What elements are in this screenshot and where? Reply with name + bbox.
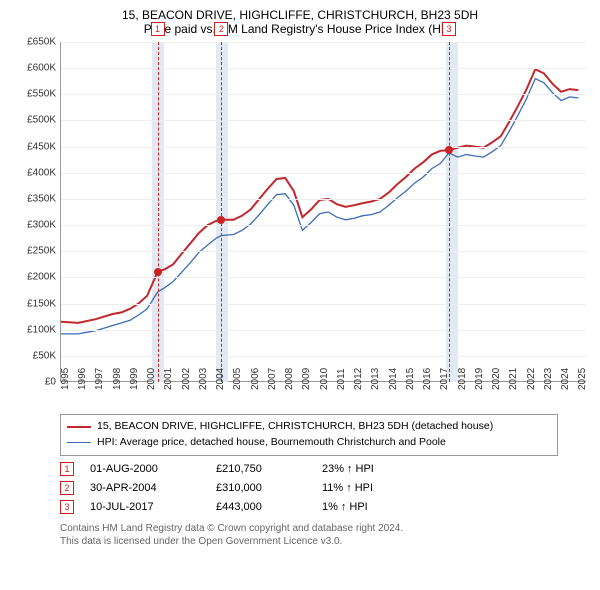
x-axis-label: 2009 xyxy=(301,368,312,390)
diff-suffix: HPI xyxy=(356,463,374,475)
sale-price: £210,750 xyxy=(216,463,316,475)
x-axis-label: 2007 xyxy=(267,368,278,390)
sale-diff: 23% ↑ HPI xyxy=(322,463,374,475)
sale-marker-dot xyxy=(217,216,225,224)
sale-marker-box: 2 xyxy=(60,481,74,495)
sale-marker-dot xyxy=(154,268,162,276)
title-subtitle: Price paid vs. HM Land Registry's House … xyxy=(10,22,590,36)
sale-marker-line xyxy=(221,42,222,382)
sale-marker-number: 2 xyxy=(214,22,228,36)
legend-swatch xyxy=(67,426,91,428)
y-axis-label: £350K xyxy=(27,193,56,204)
sale-marker-box: 1 xyxy=(60,462,74,476)
x-axis-label: 2005 xyxy=(232,368,243,390)
x-axis-label: 2001 xyxy=(163,368,174,390)
legend-label: 15, BEACON DRIVE, HIGHCLIFFE, CHRISTCHUR… xyxy=(97,419,493,435)
legend-swatch xyxy=(67,442,91,443)
legend-item-property: 15, BEACON DRIVE, HIGHCLIFFE, CHRISTCHUR… xyxy=(67,419,551,435)
sale-date: 01-AUG-2000 xyxy=(90,463,210,475)
x-axis-label: 2004 xyxy=(215,368,226,390)
y-axis-label: £100K xyxy=(27,324,56,335)
sale-marker-line xyxy=(449,42,450,382)
sale-marker-box: 3 xyxy=(60,500,74,514)
series-hpi xyxy=(61,79,578,334)
sales-table: 1 01-AUG-2000 £210,750 23% ↑ HPI 2 30-AP… xyxy=(60,462,590,514)
x-axis-label: 1995 xyxy=(60,368,71,390)
series-property xyxy=(61,69,578,323)
sale-diff: 1% ↑ HPI xyxy=(322,501,368,513)
sale-row: 2 30-APR-2004 £310,000 11% ↑ HPI xyxy=(60,481,590,495)
line-series-svg xyxy=(61,42,587,382)
x-axis-label: 2012 xyxy=(353,368,364,390)
sale-date: 30-APR-2004 xyxy=(90,482,210,494)
y-axis-label: £650K xyxy=(27,37,56,48)
y-axis-label: £200K xyxy=(27,272,56,283)
x-axis-label: 2019 xyxy=(474,368,485,390)
legend: 15, BEACON DRIVE, HIGHCLIFFE, CHRISTCHUR… xyxy=(60,414,558,456)
footer-line: This data is licensed under the Open Gov… xyxy=(60,535,590,548)
diff-pct: 23% xyxy=(322,463,344,475)
sale-row: 1 01-AUG-2000 £210,750 23% ↑ HPI xyxy=(60,462,590,476)
x-axis-label: 2025 xyxy=(577,368,588,390)
x-axis-label: 2018 xyxy=(457,368,468,390)
y-axis-label: £550K xyxy=(27,89,56,100)
diff-pct: 1% xyxy=(322,501,338,513)
x-axis-label: 2017 xyxy=(439,368,450,390)
y-axis-label: £0 xyxy=(45,377,56,388)
x-axis-label: 1999 xyxy=(129,368,140,390)
diff-pct: 11% xyxy=(322,482,343,494)
sale-diff: 11% ↑ HPI xyxy=(322,482,373,494)
x-axis-label: 2022 xyxy=(526,368,537,390)
y-axis-label: £600K xyxy=(27,63,56,74)
chart-container: 15, BEACON DRIVE, HIGHCLIFFE, CHRISTCHUR… xyxy=(0,0,600,590)
x-axis-label: 2002 xyxy=(181,368,192,390)
title-address: 15, BEACON DRIVE, HIGHCLIFFE, CHRISTCHUR… xyxy=(10,8,590,22)
x-axis-label: 2011 xyxy=(336,368,347,390)
x-axis-label: 1998 xyxy=(112,368,123,390)
y-axis-label: £400K xyxy=(27,167,56,178)
arrow-up-icon: ↑ xyxy=(347,463,353,475)
chart-title: 15, BEACON DRIVE, HIGHCLIFFE, CHRISTCHUR… xyxy=(10,8,590,36)
x-axis-label: 2014 xyxy=(388,368,399,390)
y-axis-label: £250K xyxy=(27,246,56,257)
x-axis-label: 2021 xyxy=(508,368,519,390)
x-axis-label: 2013 xyxy=(370,368,381,390)
y-axis-label: £300K xyxy=(27,220,56,231)
sale-row: 3 10-JUL-2017 £443,000 1% ↑ HPI xyxy=(60,500,590,514)
x-axis-label: 2016 xyxy=(422,368,433,390)
sale-marker-line xyxy=(158,42,159,382)
footer-attribution: Contains HM Land Registry data © Crown c… xyxy=(60,522,590,548)
x-axis-label: 2015 xyxy=(405,368,416,390)
sale-price: £443,000 xyxy=(216,501,316,513)
x-axis-label: 2024 xyxy=(560,368,571,390)
sale-marker-dot xyxy=(445,146,453,154)
x-axis-label: 2008 xyxy=(284,368,295,390)
x-axis-label: 2023 xyxy=(543,368,554,390)
x-axis-label: 2000 xyxy=(146,368,157,390)
plot-region: 123 xyxy=(60,42,586,382)
footer-line: Contains HM Land Registry data © Crown c… xyxy=(60,522,590,535)
x-axis-label: 2006 xyxy=(250,368,261,390)
sale-price: £310,000 xyxy=(216,482,316,494)
legend-label: HPI: Average price, detached house, Bour… xyxy=(97,435,446,451)
arrow-up-icon: ↑ xyxy=(346,482,352,494)
chart-area: 123 £0 £50K £100K £150K £200K £250K £300K £350K… xyxy=(10,42,590,412)
y-axis-label: £500K xyxy=(27,115,56,126)
sale-marker-number: 1 xyxy=(151,22,165,36)
x-axis-label: 1997 xyxy=(94,368,105,390)
y-axis-label: £150K xyxy=(27,298,56,309)
x-axis-label: 1996 xyxy=(77,368,88,390)
sale-marker-number: 3 xyxy=(442,22,456,36)
x-axis-label: 2003 xyxy=(198,368,209,390)
diff-suffix: HPI xyxy=(355,482,373,494)
y-axis-label: £450K xyxy=(27,141,56,152)
x-axis-label: 2010 xyxy=(319,368,330,390)
diff-suffix: HPI xyxy=(349,501,367,513)
arrow-up-icon: ↑ xyxy=(341,501,347,513)
sale-date: 10-JUL-2017 xyxy=(90,501,210,513)
y-axis-label: £50K xyxy=(33,350,56,361)
legend-item-hpi: HPI: Average price, detached house, Bour… xyxy=(67,435,551,451)
x-axis-label: 2020 xyxy=(491,368,502,390)
